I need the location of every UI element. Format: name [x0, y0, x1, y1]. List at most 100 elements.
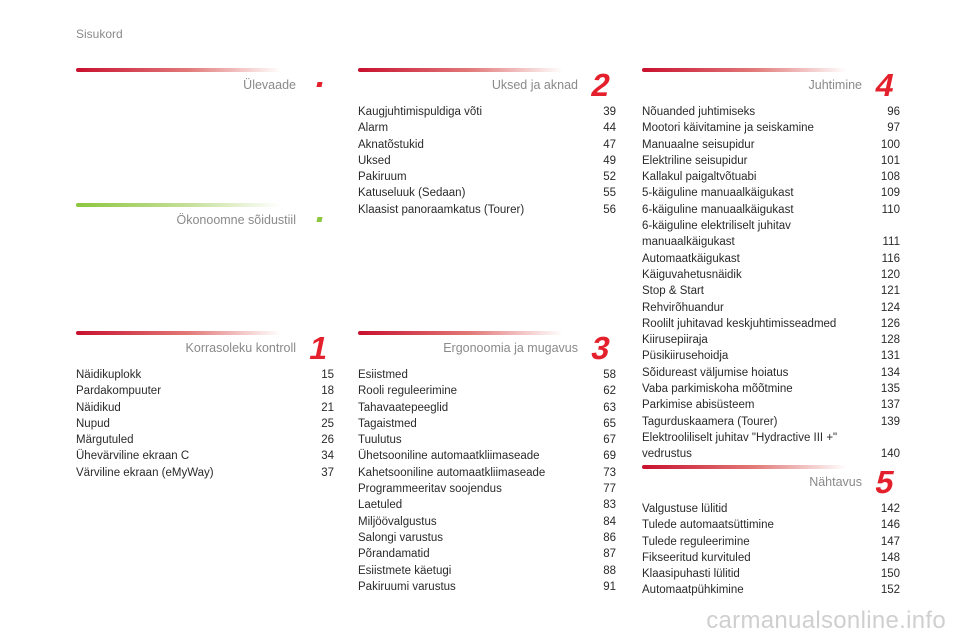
section-title[interactable]: Nähtavus — [809, 475, 862, 489]
toc-entry[interactable]: Värviline ekraan (eMyWay) 37 — [76, 465, 334, 481]
toc-entry-page: 124 — [880, 301, 900, 314]
toc-entry-label: Rooli reguleerimine — [358, 385, 458, 398]
toc-entry-page: 108 — [880, 171, 900, 184]
toc-entry[interactable]: Laetuled 83 — [358, 497, 616, 513]
toc-entry[interactable]: Rehvirõhuandur 124 — [642, 300, 900, 316]
toc-entry-page: 37 — [321, 466, 334, 479]
toc-entry[interactable]: Kaugjuhtimispuldiga võti 39 — [358, 104, 616, 120]
section-number: 3 — [588, 330, 614, 366]
toc-entry[interactable]: Rooli reguleerimine 62 — [358, 383, 616, 399]
toc-entry-label: Kaugjuhtimispuldiga võti — [358, 106, 483, 118]
section-number: 1 — [306, 330, 332, 366]
section-title[interactable]: Korrasoleku kontroll — [185, 341, 296, 355]
toc-entry-page: 84 — [603, 515, 616, 528]
toc-entry[interactable]: Salongi varustus 86 — [358, 530, 616, 546]
toc-entry[interactable]: Parkimise abisüsteem 137 — [642, 397, 900, 413]
toc-entry[interactable]: Ühetsooniline automaatkliimaseade 69 — [358, 448, 616, 464]
toc-entry-label: Esiistmed — [358, 369, 408, 381]
section-5: Nähtavus 5 Valgustuse lülitid 142 Tulede a… — [642, 464, 900, 599]
section-title[interactable]: Juhtimine — [808, 78, 863, 92]
toc-entry-label: Parkimise abisüsteem — [642, 399, 755, 412]
toc-entry[interactable]: 6-käiguline elektriliselt juhitav manuaa… — [642, 218, 900, 251]
toc-entry[interactable]: Esiistmed 58 — [358, 367, 616, 383]
toc-entry[interactable]: Tahavaatepeeglid 63 — [358, 400, 616, 416]
toc-entry[interactable]: Nõuanded juhtimiseks 96 — [642, 104, 900, 120]
toc-entry-label: Tagaistmed — [358, 417, 417, 430]
toc-entry[interactable]: Kahetsooniline automaatkliimaseade 73 — [358, 465, 616, 481]
section-title[interactable]: Ökonoomne sõidustiil — [176, 213, 296, 227]
toc-entry[interactable]: Püsikiirusehoidja 131 — [642, 348, 900, 364]
toc-entry-page: 137 — [880, 399, 900, 412]
section-title[interactable]: Uksed ja aknad — [491, 78, 578, 92]
toc-entry[interactable]: Klaasipuhasti lülitid 150 — [642, 566, 900, 582]
section-4: Juhtimine 4 Nõuanded juhtimiseks 96 Mootor… — [642, 67, 900, 463]
toc-entry[interactable]: 5-käiguline manuaalkäigukast 109 — [642, 185, 900, 201]
toc-entry[interactable]: Näidikuplokk 15 — [76, 367, 334, 383]
toc-entry[interactable]: Nupud 25 — [76, 416, 334, 432]
section-title[interactable]: Ergonoomia ja mugavus — [443, 341, 578, 355]
toc-entry[interactable]: Märgutuled 26 — [76, 432, 334, 448]
toc-entry[interactable]: Automaatkäigukast 116 — [642, 251, 900, 267]
toc-entry-page: 135 — [880, 383, 900, 396]
toc-entry-label: Märgutuled — [76, 434, 134, 447]
toc-entry-page: 131 — [880, 350, 900, 363]
toc-entry[interactable]: Valgustuse lülitid 142 — [642, 501, 900, 517]
toc-entry-page: 58 — [603, 369, 616, 381]
toc-entry[interactable]: Fikseeritud kurvituled 148 — [642, 550, 900, 566]
toc-list: Valgustuse lülitid 142 Tulede automaatsütt… — [642, 501, 900, 599]
toc-entry[interactable]: Aknatõstukid 47 — [358, 137, 616, 153]
toc-entry-label: Nõuanded juhtimiseks — [642, 106, 756, 118]
toc-entry[interactable]: Manuaalne seisupidur 100 — [642, 137, 900, 153]
toc-entry-label: Klaasipuhasti lülitid — [642, 568, 740, 581]
toc-entry[interactable]: Pakiruumi varustus 91 — [358, 579, 616, 595]
toc-entry[interactable]: Näidikud 21 — [76, 400, 334, 416]
section-2: Uksed ja aknad 2 Kaugjuhtimispuldiga võt… — [358, 67, 616, 218]
section-header: Korrasoleku kontroll 1 — [76, 330, 334, 367]
toc-entry[interactable]: Tulede automaatsüttimine 146 — [642, 517, 900, 533]
toc-entry-page: 128 — [880, 334, 900, 347]
toc-entry[interactable]: Tagurduskaamera (Tourer) 139 — [642, 414, 900, 430]
toc-entry[interactable]: Tuulutus 67 — [358, 432, 616, 448]
toc-entry[interactable]: Automaatpühkimine 152 — [642, 582, 900, 598]
toc-entry[interactable]: Elektrooliliselt juhitav "Hydractive III… — [642, 430, 900, 463]
toc-entry-label: Pakiruumi varustus — [358, 580, 456, 593]
toc-entry-page: 142 — [880, 503, 900, 515]
toc-entry[interactable]: Esiistmete käetugi 88 — [358, 563, 616, 579]
toc-entry[interactable]: Käiguvahetusnäidik 120 — [642, 267, 900, 283]
toc-entry-page: 21 — [321, 401, 334, 414]
toc-entry[interactable]: Vaba parkimiskoha mõõtmine 135 — [642, 381, 900, 397]
toc-entry[interactable]: Sõidureast väljumise hoiatus 134 — [642, 365, 900, 381]
toc-entry[interactable]: Pardakompuuter 18 — [76, 383, 334, 399]
toc-entry[interactable]: Klaasist panoraamkatus (Tourer) 56 — [358, 202, 616, 218]
toc-entry[interactable]: Kiirusepiiraja 128 — [642, 332, 900, 348]
toc-entry-page: 96 — [887, 106, 900, 118]
toc-entry-label: Elektrooliliselt juhitav "Hydractive III… — [642, 431, 838, 461]
toc-entry[interactable]: Põrandamatid 87 — [358, 546, 616, 562]
toc-entry[interactable]: Roolilt juhitavad keskjuhtimisseadmed 126 — [642, 316, 900, 332]
toc-entry-page: 148 — [880, 551, 900, 564]
toc-entry[interactable]: Elektriline seisupidur 101 — [642, 153, 900, 169]
toc-entry-page: 91 — [603, 580, 616, 593]
toc-entry[interactable]: Tagaistmed 65 — [358, 416, 616, 432]
toc-entry-page: 134 — [880, 366, 900, 379]
toc-entry[interactable]: Alarm 44 — [358, 120, 616, 136]
toc-entry-label: Elektriline seisupidur — [642, 154, 748, 167]
section-marker-icon — [316, 82, 323, 87]
toc-entry[interactable]: Mootori käivitamine ja seiskamine 97 — [642, 120, 900, 136]
toc-entry[interactable]: 6-käiguline manuaalkäigukast 110 — [642, 202, 900, 218]
toc-entry[interactable]: Kallakul paigaltvõtuabi 108 — [642, 169, 900, 185]
toc-entry[interactable]: Ühevärviline ekraan C 34 — [76, 448, 334, 464]
toc-entry-label: Nupud — [76, 417, 110, 430]
toc-entry[interactable]: Pakiruum 52 — [358, 169, 616, 185]
toc-entry[interactable]: Programmeeritav soojendus 77 — [358, 481, 616, 497]
toc-entry-label: Näidikud — [76, 401, 121, 414]
toc-entry[interactable]: Stop & Start 121 — [642, 283, 900, 299]
toc-entry[interactable]: Tulede reguleerimine 147 — [642, 534, 900, 550]
toc-entry-page: 52 — [603, 171, 616, 184]
toc-entry-page: 56 — [603, 203, 616, 216]
toc-entry-label: Esiistmete käetugi — [358, 564, 452, 577]
toc-entry[interactable]: Miljöövalgustus 84 — [358, 514, 616, 530]
toc-entry[interactable]: Katuseluuk (Sedaan) 55 — [358, 185, 616, 201]
section-title[interactable]: Ülevaade — [243, 78, 296, 92]
toc-entry[interactable]: Uksed 49 — [358, 153, 616, 169]
